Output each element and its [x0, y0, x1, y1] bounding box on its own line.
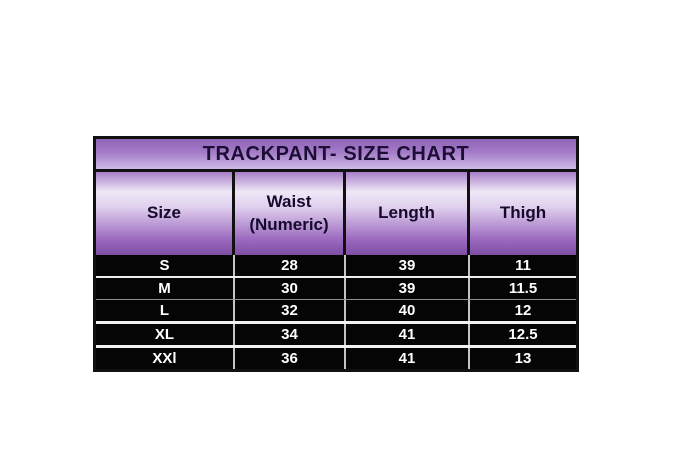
cell-size: M: [96, 278, 235, 299]
table-row-s: S 28 39 11: [96, 255, 576, 276]
table-body: S 28 39 11 M 30 39 11.5 L 32 40 12 XL 34…: [96, 255, 576, 369]
column-header-length: Length: [346, 172, 470, 255]
size-chart-table: TRACKPANT- SIZE CHART Size Waist (Numeri…: [93, 136, 579, 372]
cell-waist: 34: [235, 324, 346, 345]
cell-thigh: 11: [515, 257, 531, 274]
table-row-l: L 32 40 12: [96, 299, 576, 321]
cell-size: XL: [96, 324, 235, 345]
cell-size: XXl: [96, 348, 235, 369]
cell-thigh: 13: [514, 350, 532, 367]
cell-length: 41: [346, 324, 470, 345]
cell-thigh: 12.5: [508, 326, 538, 343]
cell-thigh: 11.5: [508, 280, 538, 297]
cell-length: 41: [346, 348, 470, 369]
cell-waist: 30: [235, 278, 346, 299]
table-header-row: Size Waist (Numeric) Length Thigh: [96, 172, 576, 255]
cell-thigh: 12: [514, 302, 532, 319]
column-header-waist: Waist (Numeric): [235, 172, 346, 255]
cell-waist: 28: [235, 255, 346, 276]
cell-size: L: [96, 300, 235, 321]
table-row-m: M 30 39 11.5: [96, 276, 576, 299]
table-row-xxl: XXl 36 41 13: [96, 345, 576, 369]
column-header-thigh: Thigh: [499, 203, 547, 223]
column-header-size: Size: [96, 172, 235, 255]
cell-length: 39: [346, 255, 470, 276]
table-row-xl: XL 34 41 12.5: [96, 321, 576, 345]
cell-size: S: [96, 255, 235, 276]
cell-length: 40: [346, 300, 470, 321]
table-title: TRACKPANT- SIZE CHART: [202, 142, 470, 165]
table-title-bar: TRACKPANT- SIZE CHART: [96, 139, 576, 172]
cell-length: 39: [346, 278, 470, 299]
cell-waist: 36: [235, 348, 346, 369]
cell-waist: 32: [235, 300, 346, 321]
